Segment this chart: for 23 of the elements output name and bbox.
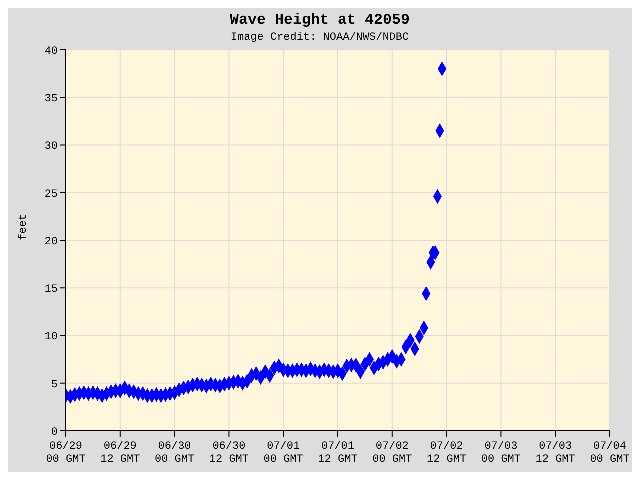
y-tick-label: 0 <box>51 426 58 439</box>
x-tick-label: 07/03 00 GMT <box>481 441 522 466</box>
x-tick-label: 06/29 12 GMT <box>100 441 141 466</box>
y-tick-label: 15 <box>44 284 58 296</box>
x-tick-label: 07/01 12 GMT <box>318 441 358 466</box>
y-tick-label: 35 <box>44 94 58 106</box>
y-axis-title: feet <box>18 214 30 240</box>
x-tick-label: 07/04 00 GMT <box>590 441 630 466</box>
y-tick-label: 25 <box>44 188 58 201</box>
chart-title: Wave Height at 42059 <box>228 11 412 29</box>
y-tick-label: 5 <box>51 379 58 392</box>
x-tick-label: 07/02 12 GMT <box>426 441 467 466</box>
y-tick-label: 30 <box>44 141 58 154</box>
x-tick-label: 06/30 00 GMT <box>154 441 195 466</box>
y-tick-label: 10 <box>44 332 58 344</box>
x-tick-label: 06/30 12 GMT <box>209 441 250 466</box>
x-tick-label: 07/03 12 GMT <box>536 441 576 466</box>
chart-subtitle: Image Credit: NOAA/NWS/NDBC <box>230 32 410 44</box>
x-tick-label: 06/29 00 GMT <box>46 441 86 466</box>
x-tick-label: 07/01 00 GMT <box>264 441 304 466</box>
y-tick-label: 20 <box>44 236 58 248</box>
x-tick-label: 07/02 00 GMT <box>372 441 413 466</box>
y-tick-label: 40 <box>44 46 58 58</box>
